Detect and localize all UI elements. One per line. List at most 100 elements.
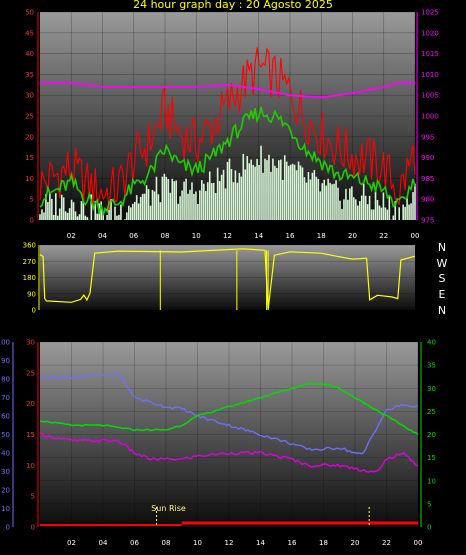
x-tick-label: 04 bbox=[98, 232, 107, 240]
y-humidity-tick-label: 0 bbox=[6, 524, 10, 532]
y-dewpoint-tick-label: 30 bbox=[26, 339, 35, 347]
y-left-tick-label: 35 bbox=[25, 71, 34, 79]
x-tick-label: 02 bbox=[67, 539, 76, 547]
x-tick-label: 08 bbox=[162, 539, 171, 547]
y-right-tick-label: 990 bbox=[421, 154, 434, 162]
compass-label-s: S bbox=[438, 272, 446, 285]
y-right-tick-label: 985 bbox=[421, 175, 434, 183]
y-left-tick-label: 20 bbox=[25, 133, 34, 141]
y-right-tick-label: 1000 bbox=[421, 113, 439, 121]
x-tick-label: 00 bbox=[414, 539, 423, 547]
x-tick-label: 16 bbox=[288, 539, 297, 547]
y-temperature-tick-label: 15 bbox=[427, 454, 436, 462]
x-tick-label: 06 bbox=[129, 232, 138, 240]
y-humidity-tick-label: 90 bbox=[1, 357, 10, 365]
y-tick-label: 360 bbox=[23, 242, 36, 250]
wind-min-bars bbox=[39, 145, 416, 220]
y-humidity-tick-label: 50 bbox=[1, 431, 10, 439]
y-dewpoint-tick-label: 10 bbox=[26, 462, 35, 470]
y-right-tick-label: 1025 bbox=[421, 9, 439, 17]
y-right-tick-label: 975 bbox=[421, 217, 434, 225]
y-right-tick-label: 980 bbox=[421, 196, 434, 204]
y-temperature-tick-label: 0 bbox=[427, 524, 431, 532]
y-dewpoint-tick-label: 25 bbox=[26, 369, 35, 377]
x-tick-label: 10 bbox=[192, 232, 201, 240]
y-right-tick-label: 1005 bbox=[421, 92, 439, 100]
dewpoint-line bbox=[39, 432, 419, 473]
x-tick-label: 08 bbox=[161, 232, 170, 240]
wind-direction-chart: 0 90 180 270 360 bbox=[23, 242, 416, 315]
y-temperature-tick-label: 20 bbox=[427, 431, 436, 439]
y-temperature-tick-label: 5 bbox=[427, 500, 431, 508]
compass-label-n1: N bbox=[437, 241, 447, 254]
y-left-tick-label: 5 bbox=[30, 196, 34, 204]
direction-line bbox=[39, 248, 416, 310]
x-tick-label: 18 bbox=[317, 232, 326, 240]
y-tick-label: 180 bbox=[23, 274, 36, 282]
compass-label-n2: N bbox=[437, 304, 447, 317]
x-tick-label: 12 bbox=[225, 539, 234, 547]
y-dewpoint-tick-label: 0 bbox=[31, 524, 35, 532]
y-dewpoint-tick-label: 5 bbox=[31, 493, 35, 501]
temperature-line bbox=[39, 382, 419, 436]
temp-humidity-chart: 0102030405060708090100051015202530051015… bbox=[0, 339, 436, 548]
x-tick-label: 20 bbox=[348, 232, 357, 240]
y-left-tick-label: 25 bbox=[25, 113, 34, 121]
y-tick-label: 270 bbox=[23, 258, 36, 266]
y-tick-label: 90 bbox=[27, 290, 36, 298]
compass-label-w: W bbox=[436, 257, 448, 270]
y-humidity-tick-label: 60 bbox=[1, 413, 10, 421]
y-left-tick-label: 40 bbox=[25, 50, 34, 58]
y-dewpoint-tick-label: 15 bbox=[26, 431, 35, 439]
x-tick-label: 04 bbox=[99, 539, 108, 547]
wind-avg-line bbox=[39, 106, 416, 216]
y-humidity-tick-label: 10 bbox=[1, 505, 10, 513]
y-right-tick-label: 995 bbox=[421, 133, 434, 141]
y-humidity-tick-label: 100 bbox=[0, 339, 10, 347]
pressure-line bbox=[40, 81, 415, 99]
y-left-tick-label: 50 bbox=[25, 9, 34, 17]
sunrise-label: Sun Rise bbox=[151, 504, 186, 513]
humidity-line bbox=[39, 371, 419, 455]
y-temperature-tick-label: 35 bbox=[427, 362, 436, 370]
y-left-tick-label: 10 bbox=[25, 175, 34, 183]
y-left-tick-label: 30 bbox=[25, 92, 34, 100]
x-tick-label: 22 bbox=[379, 232, 388, 240]
x-tick-label: 20 bbox=[351, 539, 360, 547]
y-humidity-tick-label: 40 bbox=[1, 450, 10, 458]
y-temperature-tick-label: 10 bbox=[427, 477, 436, 485]
y-right-tick-label: 1020 bbox=[421, 29, 439, 37]
wind-pressure-chart: 0510152025303540455097598098599099510001… bbox=[25, 9, 439, 241]
y-left-tick-label: 45 bbox=[25, 29, 34, 37]
y-temperature-tick-label: 25 bbox=[427, 408, 436, 416]
compass-label-e: E bbox=[438, 288, 446, 301]
x-tick-label: 10 bbox=[193, 539, 202, 547]
x-tick-label: 06 bbox=[130, 539, 139, 547]
y-humidity-tick-label: 20 bbox=[1, 487, 10, 495]
y-dewpoint-tick-label: 20 bbox=[26, 400, 35, 408]
y-humidity-tick-label: 80 bbox=[1, 376, 10, 384]
x-tick-label: 18 bbox=[319, 539, 328, 547]
y-humidity-tick-label: 70 bbox=[1, 394, 10, 402]
direction-spikes bbox=[159, 250, 269, 310]
y-right-tick-label: 1010 bbox=[421, 71, 439, 79]
y-temperature-tick-label: 40 bbox=[427, 339, 436, 347]
x-tick-label: 16 bbox=[286, 232, 295, 240]
x-tick-label: 14 bbox=[256, 539, 265, 547]
x-tick-label: 00 bbox=[411, 232, 420, 240]
plot-area bbox=[40, 245, 415, 310]
x-tick-label: 02 bbox=[67, 232, 76, 240]
x-tick-label: 14 bbox=[254, 232, 263, 240]
y-left-tick-label: 0 bbox=[30, 217, 34, 225]
graph-title: 24 hour graph day : 20 Agosto 2025 bbox=[133, 0, 333, 11]
plot-area bbox=[40, 342, 418, 527]
y-left-tick-label: 15 bbox=[25, 154, 34, 162]
x-tick-label: 12 bbox=[223, 232, 232, 240]
y-tick-label: 0 bbox=[32, 307, 36, 315]
y-humidity-tick-label: 30 bbox=[1, 468, 10, 476]
gust-line bbox=[39, 47, 416, 211]
y-temperature-tick-label: 30 bbox=[427, 385, 436, 393]
x-tick-label: 22 bbox=[382, 539, 391, 547]
y-right-tick-label: 1015 bbox=[421, 50, 439, 58]
